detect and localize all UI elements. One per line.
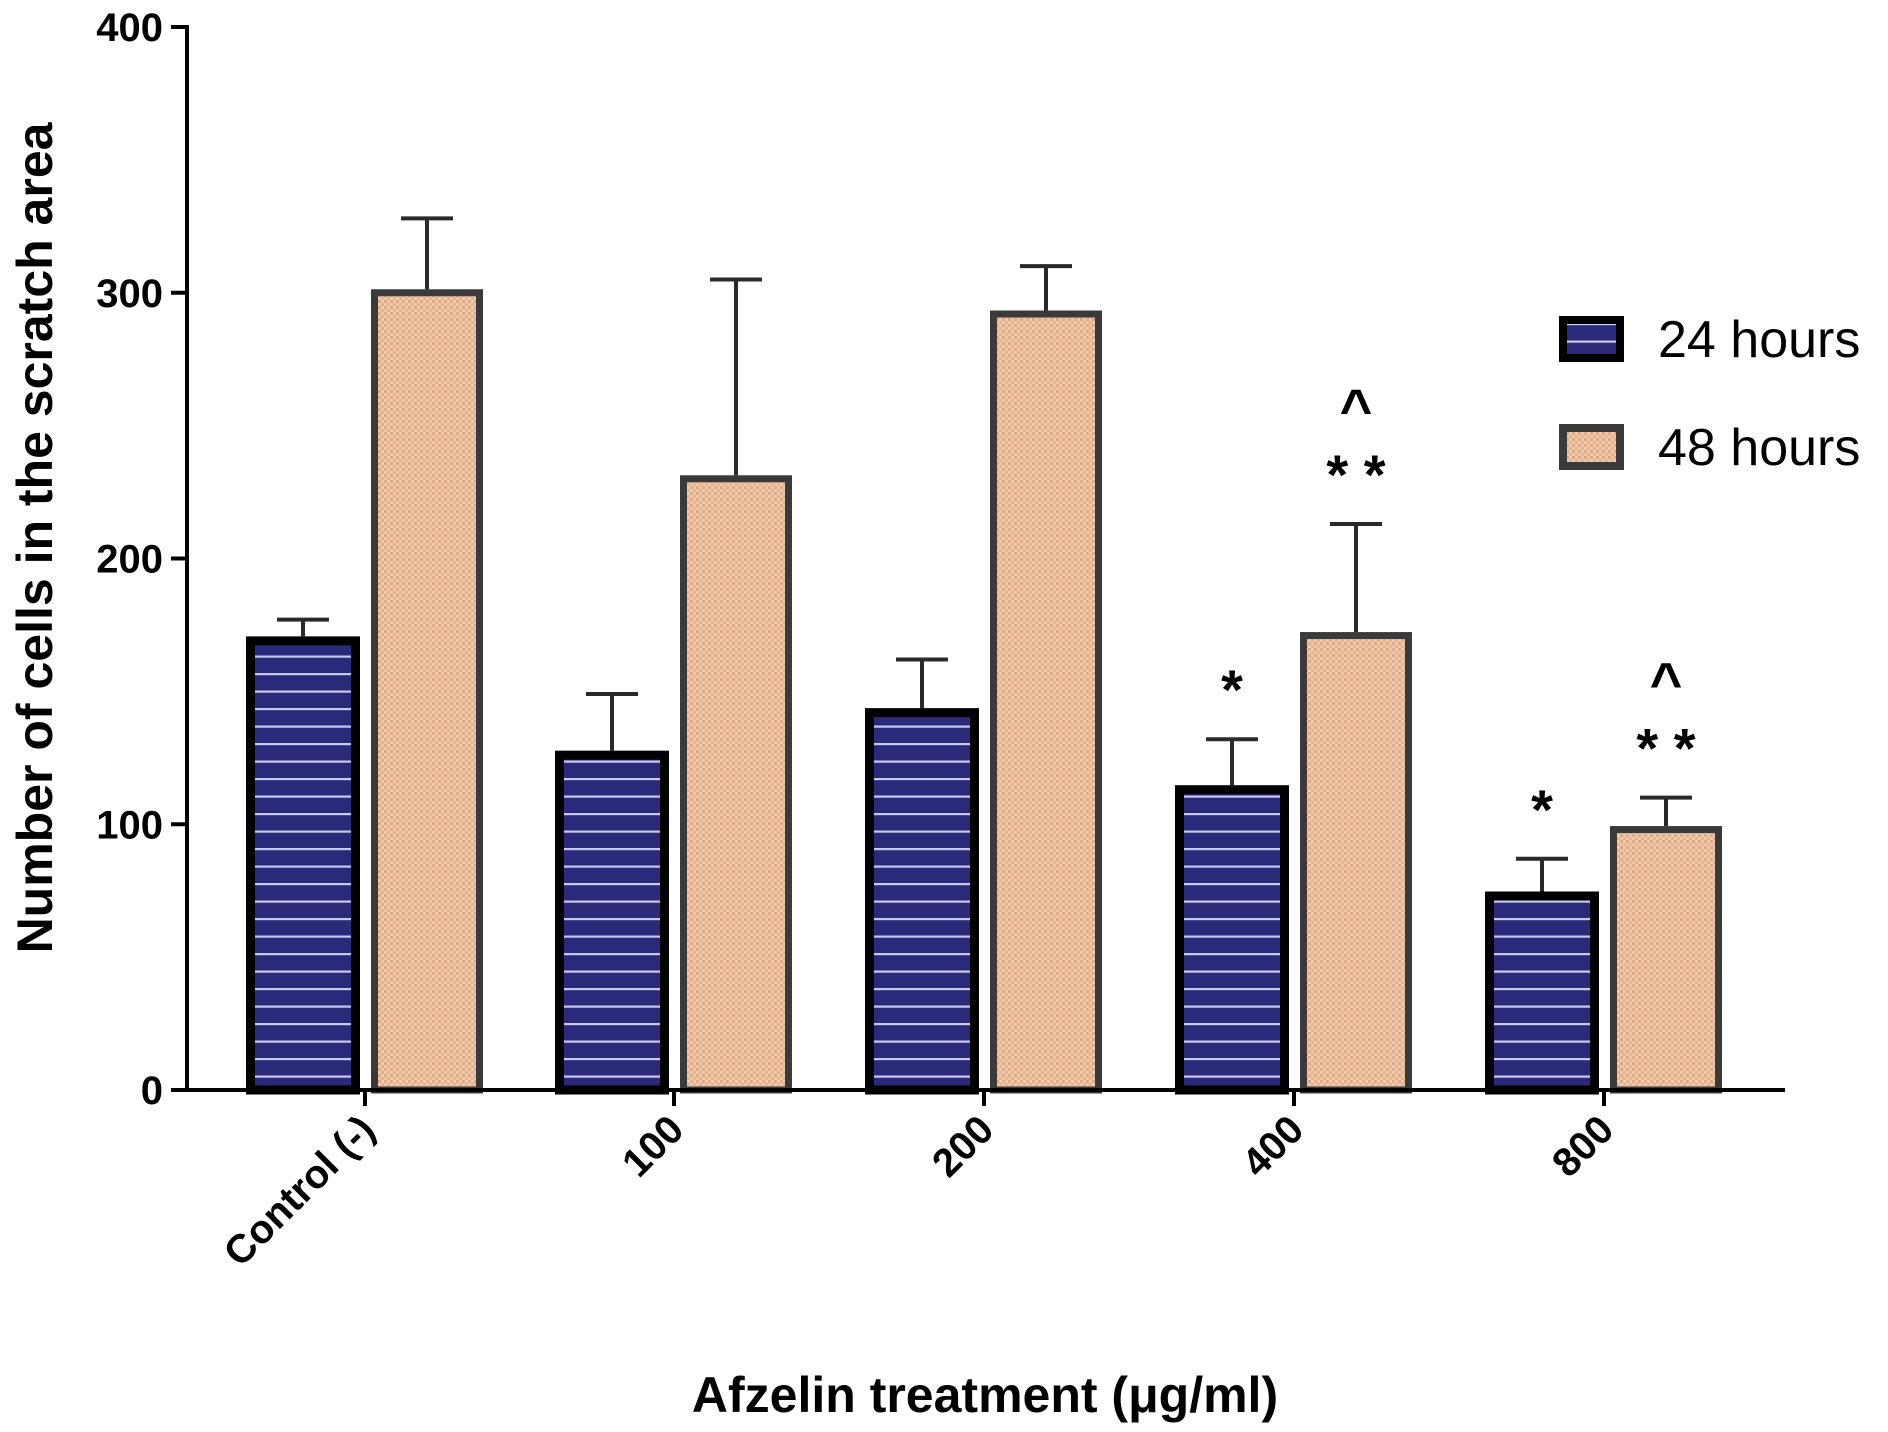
legend-swatch-48-hours bbox=[1559, 424, 1624, 470]
y-axis-title: Number of cells in the scratch area bbox=[7, 121, 63, 953]
bar-48-hours-100 bbox=[680, 475, 792, 1094]
legend-label-24-hours: 24 hours bbox=[1658, 311, 1860, 369]
legend-swatch-24-hours bbox=[1559, 316, 1624, 362]
legend: 24 hours 48 hours bbox=[1559, 311, 1860, 477]
significance-marker: ^ bbox=[1340, 377, 1373, 440]
x-tick-label: 100 bbox=[614, 1107, 692, 1185]
significance-marker: * * bbox=[1636, 717, 1695, 780]
y-tick-label: 300 bbox=[96, 272, 163, 316]
bar-24-hours-400 bbox=[1175, 785, 1289, 1095]
bars-layer bbox=[246, 289, 1722, 1095]
x-tick-label: 400 bbox=[1234, 1107, 1312, 1185]
bar-24-hours-100 bbox=[555, 750, 669, 1095]
y-tick-label: 200 bbox=[96, 538, 163, 582]
legend-label-48-hours: 48 hours bbox=[1658, 419, 1860, 477]
y-tick-label: 400 bbox=[96, 6, 163, 50]
y-tick-label: 0 bbox=[141, 1069, 163, 1113]
bar-48-hours-400 bbox=[1300, 632, 1412, 1094]
bar-24-hours-200 bbox=[865, 708, 979, 1095]
x-tick-label: 800 bbox=[1544, 1107, 1622, 1185]
y-tick-label: 100 bbox=[96, 803, 163, 847]
significance-marker: * bbox=[1221, 658, 1243, 721]
significance-marker: ^ bbox=[1650, 651, 1683, 714]
x-axis-title: Afzelin treatment (μg/ml) bbox=[692, 1367, 1278, 1423]
significance-marker: * * bbox=[1326, 443, 1385, 506]
bar-48-hours-control bbox=[371, 289, 483, 1094]
significance-annotations: *^* **^* * bbox=[1221, 377, 1696, 841]
significance-marker: * bbox=[1531, 778, 1553, 841]
x-tick-label: 200 bbox=[924, 1107, 1002, 1185]
bar-24-hours-800 bbox=[1485, 891, 1599, 1095]
x-tick-label: Control (-) bbox=[216, 1107, 384, 1275]
error-bars-layer bbox=[277, 216, 1692, 892]
bar-48-hours-200 bbox=[990, 310, 1102, 1094]
bar-48-hours-800 bbox=[1610, 826, 1722, 1094]
bar-24-hours-control bbox=[246, 636, 360, 1095]
